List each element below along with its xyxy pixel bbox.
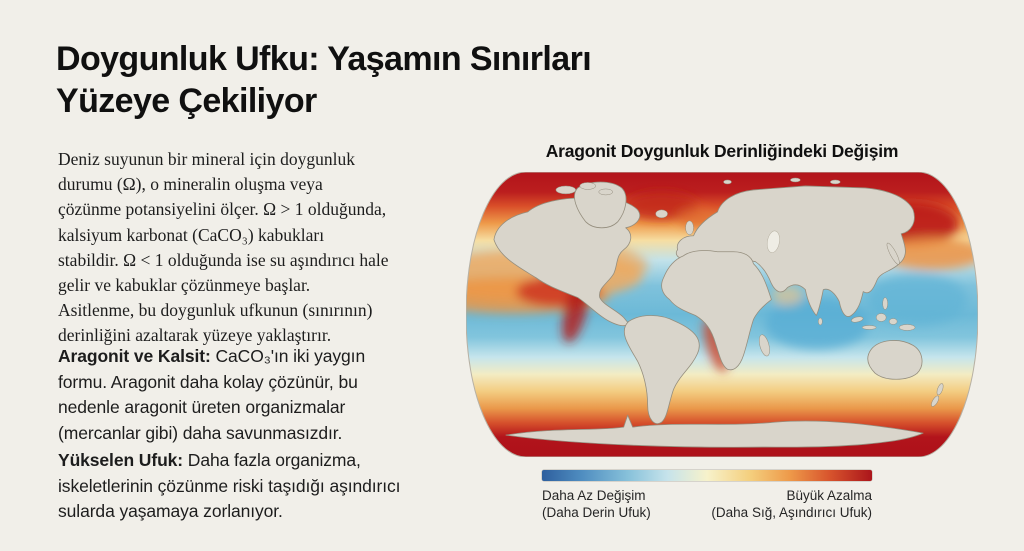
aragonite-depth-world-map bbox=[466, 172, 978, 457]
legend-label-max: Büyük Azalma (Daha Sığ, Aşındırıcı Ufuk) bbox=[711, 488, 872, 520]
paragraph-rising-lead: Yükselen Ufuk: bbox=[58, 450, 184, 470]
map-title: Aragonit Doygunluk Derinliğindeki Değişi… bbox=[545, 141, 899, 161]
world-map-figure bbox=[466, 172, 978, 457]
legend-label-min: Daha Az Değişim (Daha Derin Ufuk) bbox=[542, 488, 651, 520]
map-outline bbox=[466, 172, 978, 457]
continent-south-america bbox=[623, 315, 700, 424]
caspian-sea bbox=[766, 230, 780, 253]
islands bbox=[555, 177, 944, 407]
page-title: Doygunluk Ufku: Yaşamın Sınırları Yüzeye… bbox=[56, 40, 592, 120]
continent-antarctica bbox=[505, 414, 924, 448]
paragraph-aragonite-body: CaCO₃'ın iki yaygın formu. Aragonit daha… bbox=[58, 346, 366, 443]
paragraph-aragonite-lead: Aragonit ve Kalsit: bbox=[58, 346, 211, 366]
continent-africa bbox=[661, 250, 772, 371]
continent-greenland bbox=[574, 181, 627, 229]
paragraph-rising-body: Daha fazla organizma, iskeletlerinin çöz… bbox=[58, 450, 401, 521]
color-scale-labels: Daha Az Değişim (Daha Derin Ufuk) Büyük … bbox=[542, 487, 872, 521]
continents bbox=[493, 177, 944, 448]
color-scale-bar bbox=[542, 470, 872, 481]
paragraph-saturation-definition: Deniz suyunun bir mineral için doygunluk… bbox=[58, 149, 389, 346]
paragraph-rising-horizon: Yükselen Ufuk: Daha fazla organizma, isk… bbox=[58, 448, 518, 525]
continent-australia bbox=[867, 340, 923, 380]
paragraph-aragonite-calcite: Aragonit ve Kalsit: CaCO₃'ın iki yaygın … bbox=[58, 344, 518, 446]
